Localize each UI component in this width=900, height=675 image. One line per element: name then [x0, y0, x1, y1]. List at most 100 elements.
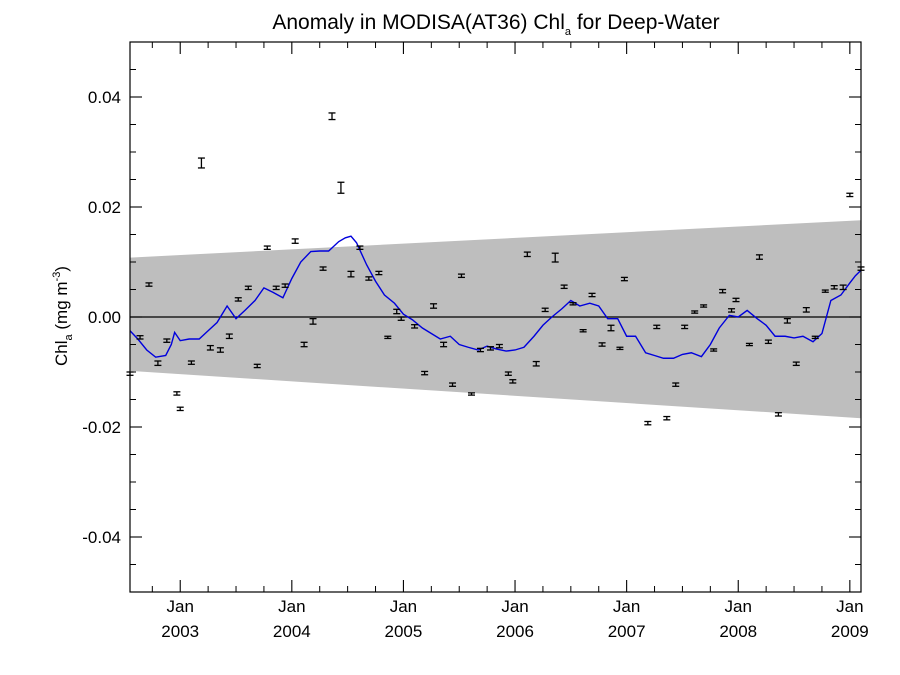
errorbar-point: [620, 276, 628, 282]
x-tick-label-year: 2007: [608, 622, 646, 641]
errorbar-point: [532, 360, 540, 367]
x-tick-label-year: 2009: [831, 622, 869, 641]
errorbar-point: [411, 324, 419, 329]
errorbar-point: [263, 245, 271, 251]
errorbar-point: [672, 382, 680, 387]
errorbar-point: [755, 254, 763, 260]
errorbar-point: [663, 415, 671, 421]
errorbar-point: [598, 342, 606, 347]
x-tick-label-year: 2006: [496, 622, 534, 641]
errorbar-point: [495, 343, 503, 349]
errorbar-point: [691, 310, 699, 314]
errorbar-point: [783, 317, 791, 324]
errorbar-point: [476, 347, 484, 353]
errorbar-point: [802, 306, 810, 313]
errorbar-point: [328, 112, 336, 121]
plot-area: -0.04 -0.02 0.00 0.02 0.04 Jan 2003 Jan 2004 Jan 2…: [82, 41, 869, 641]
errorbar-point: [839, 284, 847, 291]
errorbar-point: [197, 157, 205, 169]
errorbar-point: [504, 371, 512, 376]
errorbar-point: [486, 346, 494, 351]
errorbar-point: [728, 308, 736, 313]
errorbar-point: [421, 370, 429, 376]
errorbar-point: [653, 324, 661, 330]
errorbar-point: [449, 382, 457, 387]
errorbar-point: [154, 360, 162, 367]
errorbar-point: [309, 317, 317, 325]
errorbar-point: [821, 289, 829, 293]
errorbar-point: [644, 420, 652, 426]
errorbar-point: [216, 347, 224, 353]
errorbar-point: [616, 346, 624, 351]
errorbar-point: [244, 285, 252, 291]
errorbar-point: [253, 363, 261, 369]
x-tick-label-month: Jan: [725, 597, 752, 616]
x-tick-label-month: Jan: [613, 597, 640, 616]
errorbar-point: [764, 339, 772, 345]
x-tick-label-month: Jan: [278, 597, 305, 616]
x-tick-label-year: 2008: [719, 622, 757, 641]
errorbar-point: [187, 360, 195, 365]
x-tick-label-month: Jan: [501, 597, 528, 616]
x-tick-label-year: 2005: [385, 622, 423, 641]
x-tick-label-month: Jan: [836, 597, 863, 616]
y-tick-label: -0.02: [82, 418, 121, 437]
errorbar-point: [375, 270, 383, 276]
errorbar-point: [579, 328, 587, 333]
errorbar-point: [681, 324, 689, 330]
y-axis-label: Chla (mg m-3): [51, 266, 75, 366]
errorbar-point: [393, 308, 401, 315]
errorbar-point: [551, 252, 559, 263]
errorbar-point: [607, 324, 615, 332]
errorbar-point: [719, 288, 727, 294]
errorbar-point: [430, 303, 438, 309]
errorbar-point: [384, 335, 392, 340]
errorbar-point: [163, 338, 171, 343]
errorbar-point: [225, 333, 233, 340]
x-tick-label-year: 2003: [161, 622, 199, 641]
errorbar-point: [272, 285, 280, 291]
errorbar-point: [234, 297, 242, 302]
errorbar-point: [173, 391, 181, 396]
errorbar-point: [397, 316, 405, 321]
errorbar-point: [588, 292, 596, 298]
errorbar-point: [846, 192, 854, 198]
errorbar-point: [136, 335, 144, 340]
errorbar-point: [291, 238, 299, 244]
errorbar-point: [811, 335, 819, 340]
errorbar-point: [792, 361, 800, 367]
errorbar-point: [569, 302, 577, 306]
errorbar-point: [206, 344, 214, 351]
y-tick-label: 0.02: [88, 198, 121, 217]
errorbar-point: [468, 392, 476, 396]
errorbar-point: [145, 282, 153, 287]
errorbar-point: [176, 406, 184, 412]
confidence-band: [130, 220, 861, 419]
y-tick-label: -0.04: [82, 528, 121, 547]
errorbar-point: [710, 348, 718, 352]
errorbar-point: [745, 342, 753, 347]
errorbar-point: [319, 266, 327, 271]
errorbar-point: [365, 276, 373, 281]
errorbar-point: [774, 412, 782, 417]
errorbar-point: [830, 284, 838, 290]
errorbar-point: [457, 273, 465, 279]
errorbar-point: [509, 379, 517, 384]
y-tick-label: 0.00: [88, 308, 121, 327]
errorbar-point: [281, 283, 289, 288]
x-tick-label-month: Jan: [390, 597, 417, 616]
x-tick-label-month: Jan: [167, 597, 194, 616]
errorbar-point: [732, 297, 740, 303]
y-tick-label: 0.04: [88, 88, 121, 107]
errorbar-point: [560, 284, 568, 290]
chart-title: Anomaly in MODISA(AT36) Chla for Deep-Wa…: [272, 11, 719, 38]
errorbar-point: [700, 304, 708, 308]
errorbar-point: [440, 341, 448, 348]
errorbar-point: [541, 307, 549, 313]
errorbar-point: [337, 181, 345, 194]
errorbar-point: [356, 245, 364, 251]
x-tick-label-year: 2004: [273, 622, 311, 641]
errorbar-point: [347, 270, 355, 278]
errorbar-point: [300, 341, 308, 348]
